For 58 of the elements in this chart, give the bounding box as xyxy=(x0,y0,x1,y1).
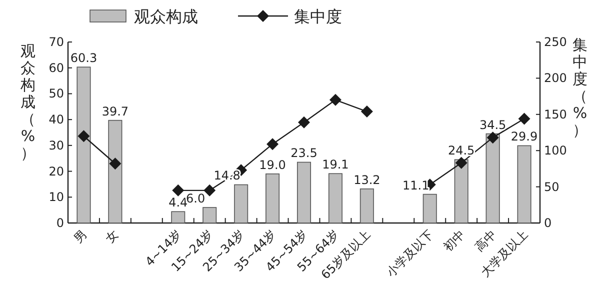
point xyxy=(360,106,373,118)
bar xyxy=(234,184,248,224)
x-tick-label: 女 xyxy=(102,227,122,246)
bar xyxy=(422,194,437,224)
y-tick-label: 70 xyxy=(48,35,64,49)
data-label: 19.1 xyxy=(322,158,349,172)
data-label: 39.7 xyxy=(102,104,129,118)
bar xyxy=(486,133,500,224)
bar xyxy=(76,66,91,224)
y-tick-label: 50 xyxy=(48,86,64,101)
point xyxy=(455,156,468,169)
y-axis-title: 观众构成（%） xyxy=(20,42,36,162)
bar xyxy=(296,162,312,224)
y2-tick-label: 250 xyxy=(544,35,567,49)
data-label: 6.0 xyxy=(186,191,206,206)
point xyxy=(298,116,310,128)
bar xyxy=(202,207,217,224)
point xyxy=(486,132,499,144)
x-tick-label: 男 xyxy=(71,227,90,246)
y2-tick-label: 0 xyxy=(544,216,552,230)
y2-tick-label: 200 xyxy=(544,71,567,86)
point xyxy=(109,158,122,170)
data-label: 24.5 xyxy=(448,144,475,158)
y2-axis-title: 集中度（%） xyxy=(572,36,588,139)
data-label: 13.2 xyxy=(354,172,380,187)
y-tick-label: 40 xyxy=(48,112,64,127)
bar xyxy=(328,173,342,224)
bar xyxy=(517,145,532,224)
data-label: 60.3 xyxy=(70,51,98,66)
legend-label: 观众构成 xyxy=(134,7,198,26)
x-tick-label: 高中 xyxy=(472,227,499,254)
x-tick-label: 小学及以下 xyxy=(384,227,436,280)
bar xyxy=(266,173,280,224)
data-label: 4.4 xyxy=(168,196,188,210)
point xyxy=(329,94,342,106)
y-tick-label: 0 xyxy=(56,216,64,230)
y-tick-label: 30 xyxy=(48,138,64,152)
y-tick-label: 10 xyxy=(48,190,64,204)
y-tick-label: 60 xyxy=(48,60,64,75)
y2-tick-label: 150 xyxy=(544,107,567,122)
point xyxy=(204,184,216,196)
legend-label: 集中度 xyxy=(294,7,342,26)
data-label: 23.5 xyxy=(290,146,318,160)
y2-tick-label: 100 xyxy=(544,144,567,158)
y-tick-label: 20 xyxy=(48,164,64,178)
data-label: 19.0 xyxy=(259,158,286,172)
point xyxy=(78,130,90,142)
y2-tick-label: 50 xyxy=(544,180,560,194)
point xyxy=(172,184,184,196)
data-label: 29.9 xyxy=(510,130,538,144)
bar xyxy=(108,120,122,224)
x-tick-label: 初中 xyxy=(440,227,468,254)
bar xyxy=(171,211,186,224)
bar xyxy=(454,159,468,224)
point xyxy=(266,138,279,150)
bar xyxy=(360,188,374,224)
data-label: 34.5 xyxy=(479,118,506,132)
point xyxy=(518,112,530,125)
